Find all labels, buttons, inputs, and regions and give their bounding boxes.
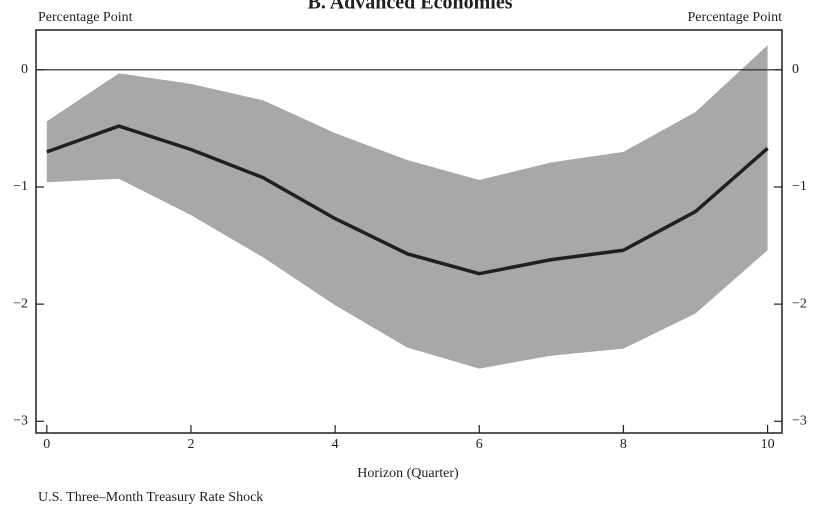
x-tick-label: 4 (332, 437, 339, 452)
y-tick-label: −2 (13, 296, 28, 311)
y2-axis-label: Percentage Point (688, 10, 783, 25)
y2-tick-label: 0 (792, 62, 799, 77)
y2-tick-label: −3 (792, 414, 807, 429)
y2-tick-label: −1 (792, 179, 807, 194)
x-axis-label: Horizon (Quarter) (357, 466, 459, 481)
line (46, 124, 769, 276)
y-axis-label: Percentage Point (38, 10, 133, 25)
y2-tick-label: −2 (792, 296, 807, 311)
footnote: U.S. Three–Month Treasury Rate Shock (38, 490, 263, 505)
x-tick-label: 8 (620, 437, 627, 452)
y-tick-label: −3 (13, 414, 28, 429)
chart-title: B. Advanced Economies (307, 0, 512, 14)
plot-frame (35, 29, 783, 434)
y-tick-label: 0 (21, 62, 28, 77)
x-tick-label: 10 (761, 437, 775, 452)
x-tick-label: 2 (187, 437, 194, 452)
x-tick-label: 0 (43, 437, 50, 452)
y-tick-label: −1 (13, 179, 28, 194)
x-tick-label: 6 (476, 437, 483, 452)
confidence-band (46, 45, 768, 369)
